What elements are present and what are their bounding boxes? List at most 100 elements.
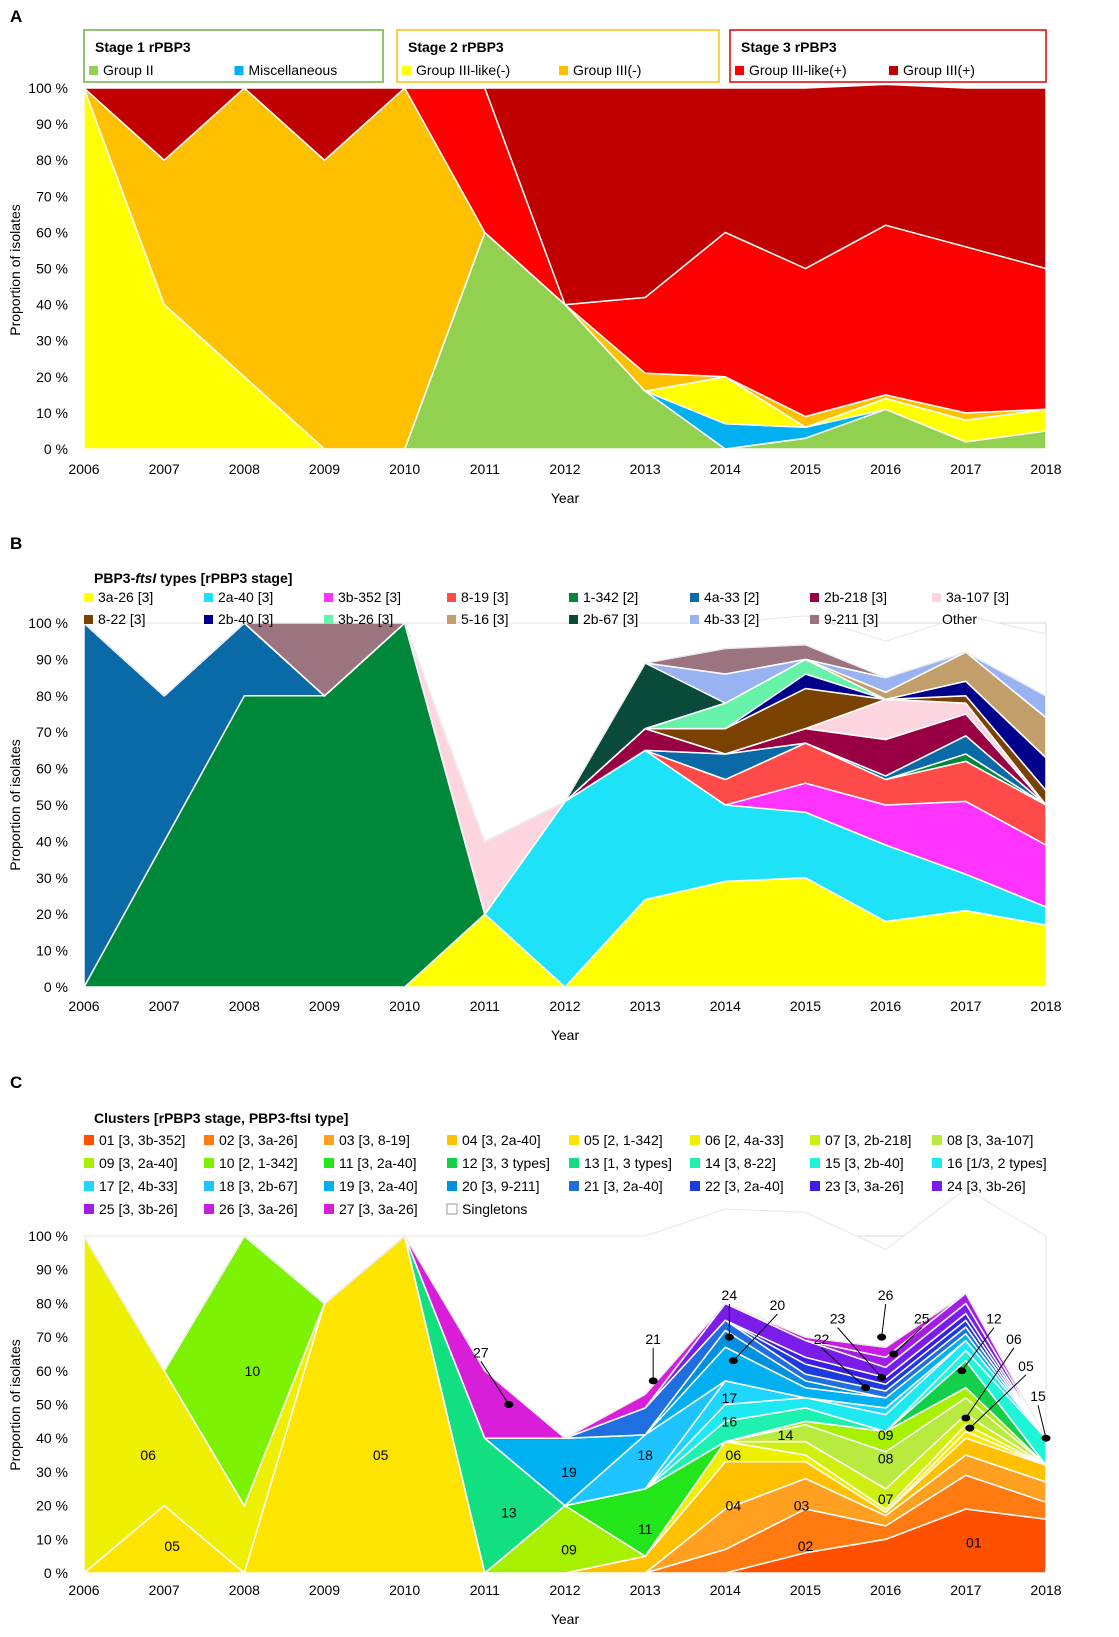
- panel-letter: C: [10, 1073, 22, 1092]
- y-tick-label: 70 %: [36, 1329, 68, 1345]
- legend-label: 11 [3, 2a-40]: [339, 1155, 417, 1171]
- x-tick-label: 2016: [870, 461, 901, 477]
- legend-swatch: [204, 1181, 214, 1191]
- legend-swatch: [204, 1158, 214, 1168]
- legend-swatch: [324, 593, 333, 602]
- x-tick-label: 2009: [309, 461, 340, 477]
- x-tick-label: 2016: [870, 998, 901, 1014]
- legend-title: Stage 3 rPBP3: [741, 39, 837, 55]
- callout-dot: [728, 1357, 738, 1365]
- legend-swatch: [204, 593, 213, 602]
- y-tick-label: 10 %: [36, 1531, 68, 1547]
- cluster-inline-label: 09: [561, 1541, 577, 1557]
- legend-swatch: [569, 593, 578, 602]
- legend-label: 20 [3, 9-211]: [462, 1178, 540, 1194]
- legend-label: 3b-26 [3]: [338, 611, 393, 627]
- legend-label: 25 [3, 3b-26]: [99, 1201, 178, 1217]
- y-tick-label: 20 %: [36, 369, 68, 385]
- legend-swatch: [447, 1135, 457, 1145]
- callout-line: [732, 1313, 778, 1362]
- legend-swatch: [932, 1135, 942, 1145]
- x-tick-label: 2009: [309, 998, 340, 1014]
- x-axis-title: Year: [551, 490, 580, 506]
- legend-label: 01 [3, 3b-352]: [99, 1132, 185, 1148]
- callout-label: 24: [722, 1287, 738, 1303]
- callout-line: [965, 1347, 1015, 1419]
- legend-label: Miscellaneous: [249, 62, 338, 78]
- legend-swatch: [690, 593, 699, 602]
- y-tick-label: 80 %: [36, 152, 68, 168]
- callout-label: 23: [830, 1311, 846, 1327]
- legend-swatch: [690, 615, 699, 624]
- x-tick-label: 2009: [309, 1582, 340, 1598]
- x-tick-label: 2012: [549, 1582, 580, 1598]
- cluster-inline-label: 04: [726, 1498, 742, 1514]
- legend-label: Other: [942, 611, 977, 627]
- x-tick-label: 2010: [389, 461, 420, 477]
- legend-swatch: [324, 615, 333, 624]
- cluster-inline-label: 14: [778, 1427, 794, 1443]
- legend-swatch: [569, 1158, 579, 1168]
- legend-ftsi-types: PBP3-ftsI types [rPBP3 stage] 3a-26 [3] 2a…: [84, 570, 1009, 627]
- legend-swatch: [447, 615, 456, 624]
- legend-label: 4a-33 [2]: [704, 589, 759, 605]
- y-tick-label: 70 %: [36, 724, 68, 740]
- legend-group-stage-2: Stage 2 rPBP3 Group III-like(-) Group III(…: [396, 29, 720, 83]
- legend-label: 3a-107 [3]: [946, 589, 1009, 605]
- legend-label: 16 [1/3, 2 types]: [947, 1155, 1047, 1171]
- callout-label: 27: [473, 1344, 489, 1360]
- cluster-inline-label: 16: [722, 1413, 738, 1429]
- legend-label: Singletons: [462, 1201, 527, 1217]
- area-group-iii-: [83, 83, 1047, 306]
- y-axis-title: Proportion of isolates: [7, 739, 23, 871]
- legend-swatch: [932, 1158, 942, 1168]
- legend-swatch: [324, 1181, 334, 1191]
- legend-swatch: [810, 593, 819, 602]
- y-tick-label: 100 %: [28, 80, 68, 96]
- callout-label: 15: [1030, 1388, 1046, 1404]
- legend-title: PBP3-ftsI types [rPBP3 stage]: [94, 570, 292, 586]
- legend-swatch: [204, 1135, 214, 1145]
- x-tick-label: 2008: [229, 1582, 260, 1598]
- cluster-inline-label: 06: [140, 1447, 156, 1463]
- legend-label: 15 [3, 2b-40]: [825, 1155, 904, 1171]
- legend-label: 23 [3, 3a-26]: [825, 1178, 904, 1194]
- x-tick-label: 2010: [389, 1582, 420, 1598]
- legend-group-stage-3: Stage 3 rPBP3 Group III-like(+) Group III(…: [729, 29, 1047, 83]
- y-tick-label: 0 %: [44, 979, 68, 995]
- y-tick-label: 30 %: [36, 870, 68, 886]
- legend-swatch: [735, 66, 744, 75]
- legend-swatch: [810, 1158, 820, 1168]
- legend-swatch: [932, 593, 941, 602]
- legend-swatch: [234, 66, 244, 75]
- legend-label: Group III(+): [903, 62, 975, 78]
- y-tick-label: 100 %: [28, 1228, 68, 1244]
- callout-line: [837, 1327, 883, 1378]
- y-tick-label: 30 %: [36, 333, 68, 349]
- callout-line: [969, 1374, 1027, 1429]
- legend-title: Stage 1 rPBP3: [95, 39, 191, 55]
- legend-label: 8-22 [3]: [98, 611, 145, 627]
- legend-title: Clusters [rPBP3 stage, PBP3-ftsI type]: [94, 1110, 348, 1126]
- y-axis-title: Proportion of isolates: [7, 1339, 23, 1471]
- legend-label: 2b-40 [3]: [218, 611, 273, 627]
- legend-clusters: Clusters [rPBP3 stage, PBP3-ftsI type] 01…: [84, 1110, 1047, 1217]
- callout-dot: [877, 1374, 887, 1382]
- legend-label: 3b-352 [3]: [338, 589, 401, 605]
- legend-label: 14 [3, 8-22]: [705, 1155, 776, 1171]
- legend-swatch: [204, 615, 213, 624]
- legend-label: 12 [3, 3 types]: [462, 1155, 550, 1171]
- y-tick-label: 50 %: [36, 1397, 68, 1413]
- x-tick-label: 2008: [229, 461, 260, 477]
- legend-swatch: [932, 1181, 942, 1191]
- legend-swatch: [447, 1158, 457, 1168]
- x-axis-title: Year: [551, 1611, 580, 1627]
- cluster-inline-label: 07: [878, 1491, 894, 1507]
- y-tick-label: 50 %: [36, 797, 68, 813]
- legend-label: 06 [2, 4a-33]: [705, 1132, 784, 1148]
- legend-label: 03 [3, 8-19]: [339, 1132, 410, 1148]
- panel-b: B 0 % 10 % 20 % 30 % 40 % 50 % 60 % 70 % 80 % 90 %…: [7, 534, 1062, 1043]
- legend-label: 4b-33 [2]: [704, 611, 759, 627]
- x-tick-label: 2007: [149, 998, 180, 1014]
